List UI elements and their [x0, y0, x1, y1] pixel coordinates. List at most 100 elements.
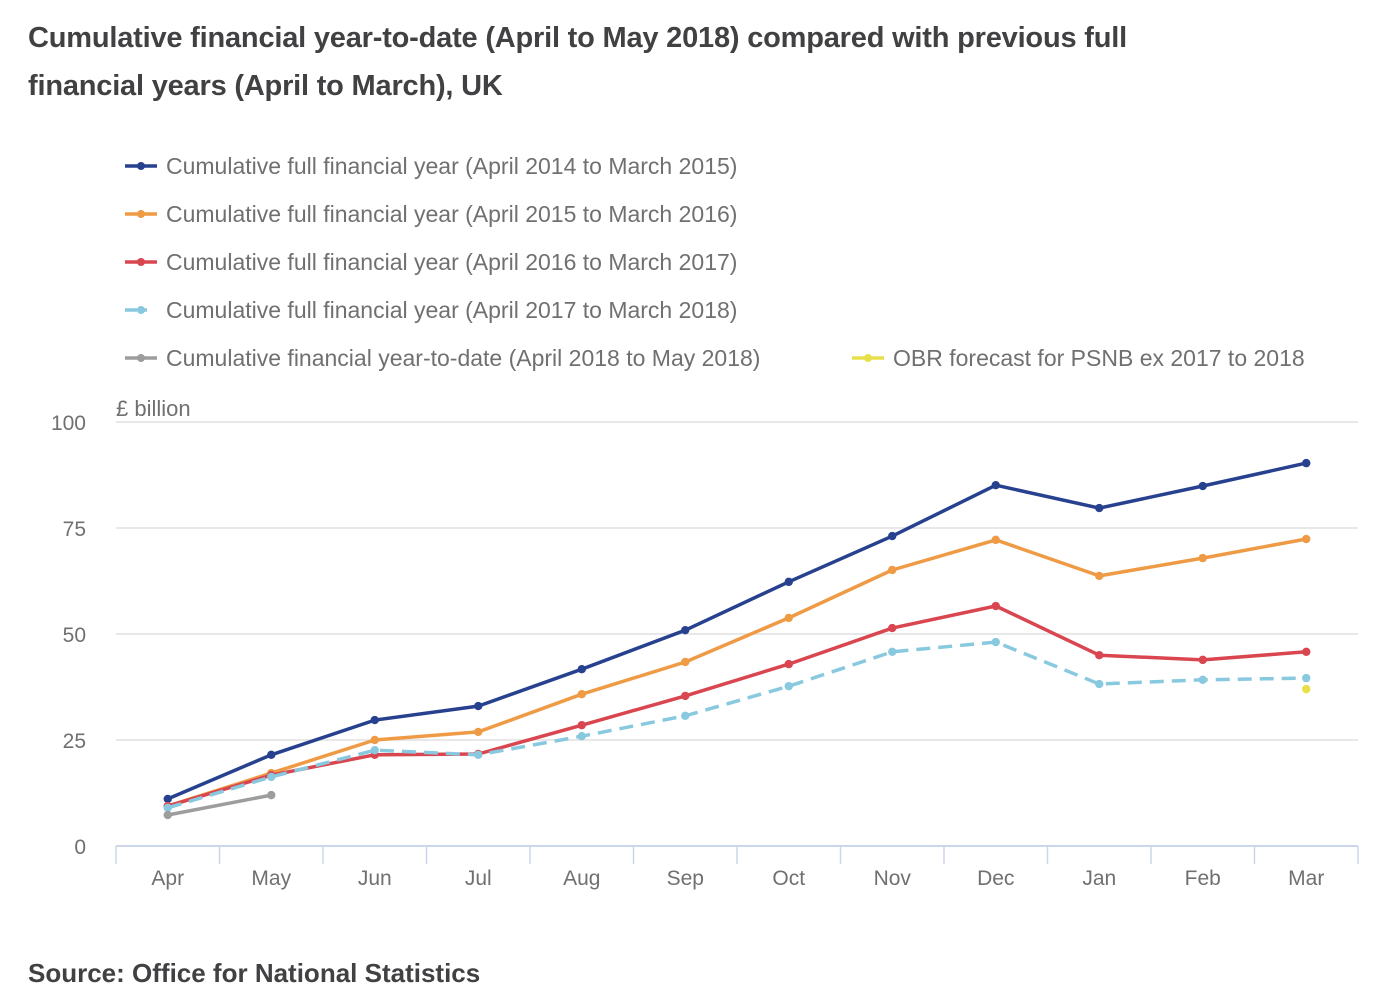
- x-tick-label: Jun: [358, 867, 392, 890]
- data-point: [577, 731, 586, 741]
- data-point: [681, 691, 690, 701]
- y-tick-label: 0: [74, 836, 86, 859]
- y-axis-unit-label: £ billion: [116, 396, 191, 421]
- series-line: [167, 793, 272, 817]
- data-point: [784, 577, 793, 587]
- data-point: [1095, 503, 1104, 513]
- data-point: [1198, 553, 1207, 563]
- data-point: [267, 772, 276, 782]
- series-line: [167, 461, 1307, 801]
- series-5: [163, 790, 276, 820]
- series-line: [167, 537, 1307, 808]
- series-1: [163, 458, 1311, 804]
- data-point: [577, 664, 586, 674]
- data-point: [1198, 675, 1207, 684]
- legend-item[interactable]: Cumulative full financial year (April 20…: [125, 297, 737, 323]
- legend-label: Cumulative full financial year (April 20…: [166, 249, 737, 275]
- legend-item[interactable]: Cumulative full financial year (April 20…: [125, 153, 737, 179]
- data-point: [1095, 571, 1104, 581]
- data-point: [888, 565, 897, 575]
- data-point: [1302, 684, 1311, 694]
- data-point: [1095, 651, 1104, 660]
- y-tick-label: 75: [63, 518, 86, 541]
- data-point: [991, 601, 1000, 611]
- data-point: [1302, 458, 1311, 468]
- series-4: [163, 637, 1311, 813]
- data-point: [474, 750, 483, 760]
- x-tick-label: Apr: [151, 867, 184, 890]
- data-point: [888, 531, 897, 541]
- legend-item[interactable]: Cumulative financial year-to-date (April…: [125, 345, 760, 371]
- series-line: [167, 640, 1307, 810]
- data-point: [991, 480, 1000, 490]
- y-axis: 0 25 50 75 100: [51, 412, 86, 859]
- data-point: [370, 715, 379, 725]
- data-point: [784, 681, 793, 691]
- data-point: [681, 625, 690, 635]
- x-tick-label: Nov: [874, 867, 912, 890]
- legend-label: Cumulative full financial year (April 20…: [166, 153, 737, 179]
- legend-marker: [137, 306, 145, 314]
- data-point: [1302, 647, 1311, 657]
- legend-item[interactable]: OBR forecast for PSNB ex 2017 to 2018: [852, 345, 1305, 371]
- data-point: [370, 735, 379, 745]
- legend-item[interactable]: Cumulative full financial year (April 20…: [125, 249, 737, 275]
- data-point: [1095, 679, 1104, 689]
- data-point: [681, 711, 690, 721]
- gridlines: [116, 421, 1358, 741]
- legend-marker: [137, 210, 145, 218]
- x-tick-label: May: [251, 867, 291, 890]
- data-point: [163, 794, 172, 804]
- legend-marker: [137, 258, 145, 266]
- series-2: [163, 534, 1311, 811]
- series-group: [163, 458, 1311, 820]
- series-6: [1302, 684, 1311, 694]
- y-tick-label: 100: [51, 412, 86, 435]
- data-point: [474, 701, 483, 711]
- x-tick-label: Feb: [1185, 867, 1221, 890]
- data-point: [1302, 534, 1311, 544]
- chart-title: Cumulative financial year-to-date (April…: [28, 22, 1127, 102]
- data-point: [163, 803, 172, 813]
- legend-label: Cumulative full financial year (April 20…: [166, 297, 737, 323]
- legend-label: Cumulative full financial year (April 20…: [166, 201, 737, 227]
- source-note: Source: Office for National Statistics: [28, 958, 481, 988]
- data-point: [577, 690, 586, 699]
- data-point: [267, 750, 276, 760]
- data-point: [991, 535, 1000, 545]
- x-tick-label: Aug: [563, 867, 600, 890]
- x-tick-label: Sep: [667, 867, 704, 890]
- data-point: [267, 790, 276, 800]
- legend-marker: [864, 354, 872, 362]
- data-point: [681, 657, 690, 667]
- x-tick-label: Dec: [977, 867, 1014, 890]
- data-point: [784, 659, 793, 669]
- x-axis: Apr May Jun Jul Aug Sep Oct Nov Dec Jan Feb Mar: [115, 845, 1359, 890]
- data-point: [163, 810, 172, 820]
- data-point: [370, 745, 379, 755]
- y-tick-label: 50: [63, 624, 86, 647]
- data-point: [1198, 481, 1207, 491]
- data-point: [888, 623, 897, 633]
- x-tick-label: Jan: [1082, 867, 1116, 890]
- x-tick-label: Mar: [1288, 867, 1324, 890]
- legend-marker: [137, 162, 145, 170]
- data-point: [1302, 673, 1311, 683]
- x-tick-label: Jul: [465, 867, 492, 890]
- x-tick-label: Oct: [772, 867, 805, 890]
- legend-item[interactable]: Cumulative full financial year (April 20…: [125, 201, 737, 227]
- data-point: [888, 647, 897, 657]
- data-point: [1198, 655, 1207, 665]
- data-point: [577, 720, 586, 730]
- data-point: [991, 637, 1000, 647]
- legend-marker: [137, 354, 145, 362]
- legend-label: Cumulative financial year-to-date (April…: [166, 345, 760, 371]
- series-3: [163, 601, 1311, 811]
- y-tick-label: 25: [63, 730, 86, 753]
- data-point: [784, 613, 793, 623]
- series-line: [167, 604, 1307, 808]
- legend-label: OBR forecast for PSNB ex 2017 to 2018: [893, 345, 1305, 371]
- legend: Cumulative full financial year (April 20…: [125, 153, 1305, 371]
- data-point: [474, 727, 483, 737]
